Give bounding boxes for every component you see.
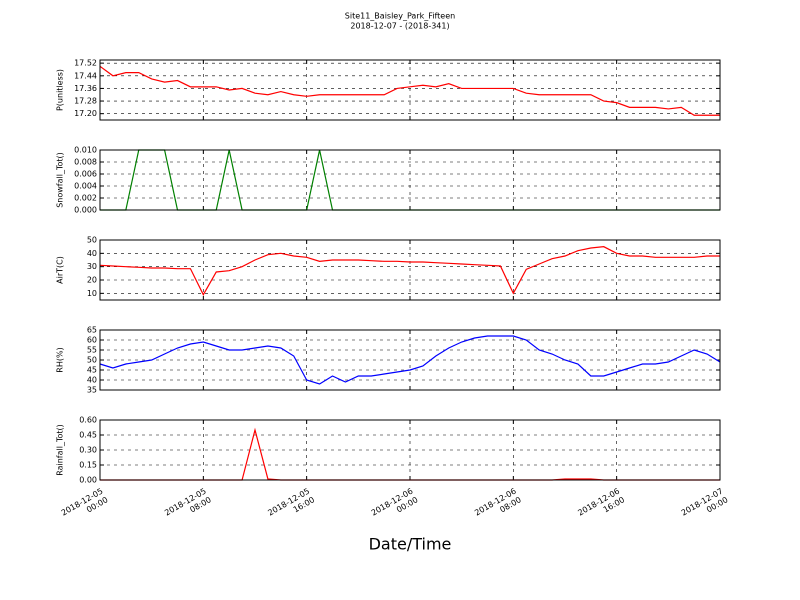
- y-tick-label: 10: [87, 289, 97, 298]
- y-axis-label: AirT(C): [56, 256, 65, 284]
- plot-frame: [99, 329, 721, 391]
- y-tick-label: 0.00: [79, 476, 97, 485]
- y-axis-label: Snowfall_Tot(): [56, 152, 65, 208]
- y-tick-label: 45: [87, 366, 97, 375]
- y-tick-label: 0.60: [79, 416, 97, 425]
- y-tick-label: 30: [87, 262, 97, 271]
- y-tick-label: 40: [87, 249, 97, 258]
- y-axis-label: P(unitless): [56, 69, 65, 111]
- y-tick-label: 50: [87, 356, 97, 365]
- y-tick-label: 0.010: [74, 146, 97, 155]
- y-tick-label: 17.28: [74, 97, 97, 106]
- y-tick-label: 60: [87, 336, 97, 345]
- y-tick-label: 17.20: [74, 109, 97, 118]
- title: Site11_Baisley_Park_Fifteen: [345, 12, 455, 21]
- plot-frame: [99, 419, 721, 481]
- y-tick-label: 0.006: [74, 170, 97, 179]
- y-tick-label: 55: [87, 346, 97, 355]
- y-tick-label: 17.52: [74, 59, 97, 68]
- data-line: [99, 246, 720, 296]
- y-tick-label: 0.15: [79, 461, 97, 470]
- y-axis-label: RH(%): [56, 347, 65, 372]
- x-axis-label: Date/Time: [369, 535, 452, 554]
- data-line: [99, 65, 720, 116]
- y-tick-label: 0.002: [74, 194, 97, 203]
- plot-frame: [99, 149, 721, 211]
- plot-frame: [99, 59, 721, 121]
- y-tick-label: 35: [87, 386, 97, 395]
- y-tick-label: 0.004: [74, 182, 97, 191]
- y-tick-label: 0.45: [79, 431, 97, 440]
- subtitle: 2018-12-07 - (2018-341): [350, 22, 449, 31]
- y-tick-label: 20: [87, 276, 97, 285]
- plot-frame: [99, 239, 721, 301]
- y-tick-label: 17.44: [74, 71, 97, 80]
- y-tick-label: 0.30: [79, 446, 97, 455]
- y-tick-label: 50: [87, 236, 97, 245]
- data-line: [99, 335, 721, 385]
- y-tick-label: 17.36: [74, 84, 97, 93]
- y-tick-label: 65: [87, 326, 97, 335]
- y-tick-label: 40: [87, 376, 97, 385]
- y-tick-label: 0.008: [74, 158, 97, 167]
- y-tick-label: 0.000: [74, 206, 97, 215]
- y-axis-label: Rainfall_Tot(): [56, 424, 65, 476]
